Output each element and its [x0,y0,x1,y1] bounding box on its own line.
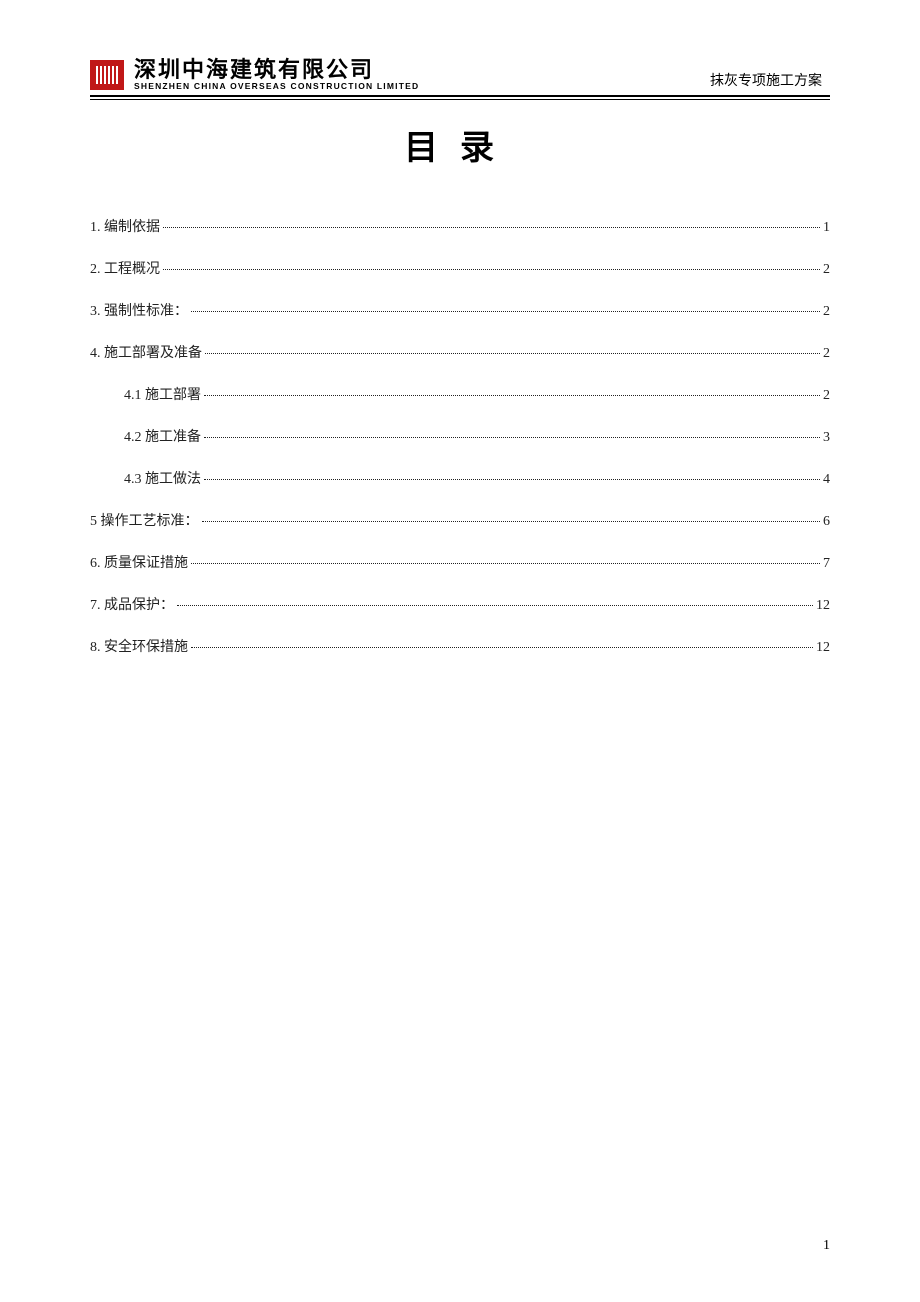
toc-item: 2. 工程概况 2 [90,259,830,280]
toc-page: 7 [823,553,830,574]
toc-page: 3 [823,427,830,448]
toc-item: 4.3 施工做法 4 [90,469,830,490]
company-name-en: SHENZHEN CHINA OVERSEAS CONSTRUCTION LIM… [134,82,419,91]
toc-leader [202,521,821,522]
page-title: 目录 [90,120,830,169]
document-subtitle: 抹灰专项施工方案 [710,70,830,92]
header-left: 深圳中海建筑有限公司 SHENZHEN CHINA OVERSEAS CONST… [90,58,419,92]
toc-item: 3. 强制性标准： 2 [90,301,830,322]
toc-page: 2 [823,385,830,406]
toc-leader [163,227,820,228]
toc-leader [204,479,820,480]
toc-label: 6. 质量保证措施 [90,553,188,574]
toc-label: 8. 安全环保措施 [90,637,188,658]
toc-page: 1 [823,217,830,238]
toc-item: 1. 编制依据 1 [90,217,830,238]
company-name-cn: 深圳中海建筑有限公司 [134,58,419,82]
document-header: 深圳中海建筑有限公司 SHENZHEN CHINA OVERSEAS CONST… [90,58,830,97]
toc-leader [204,395,820,396]
company-logo [90,60,124,90]
toc-page: 2 [823,343,830,364]
toc-label: 1. 编制依据 [90,217,160,238]
table-of-contents: 1. 编制依据 1 2. 工程概况 2 3. 强制性标准： 2 4. 施工部署及… [90,217,830,658]
toc-item: 7. 成品保护： 12 [90,595,830,616]
toc-label: 3. 强制性标准： [90,301,188,322]
toc-item: 8. 安全环保措施 12 [90,637,830,658]
toc-label: 4.3 施工做法 [124,469,201,490]
toc-label: 5 操作工艺标准： [90,511,199,532]
toc-item: 6. 质量保证措施 7 [90,553,830,574]
toc-label: 2. 工程概况 [90,259,160,280]
toc-label: 4.2 施工准备 [124,427,201,448]
toc-label: 7. 成品保护： [90,595,174,616]
page-number: 1 [823,1238,830,1254]
toc-item: 4.2 施工准备 3 [90,427,830,448]
toc-page: 4 [823,469,830,490]
toc-page: 12 [816,595,830,616]
toc-page: 2 [823,259,830,280]
toc-leader [191,563,820,564]
toc-leader [204,437,820,438]
toc-leader [191,647,813,648]
toc-item: 4.1 施工部署 2 [90,385,830,406]
toc-leader [177,605,813,606]
toc-page: 12 [816,637,830,658]
toc-leader [163,269,820,270]
company-name-block: 深圳中海建筑有限公司 SHENZHEN CHINA OVERSEAS CONST… [134,58,419,92]
toc-leader [205,353,820,354]
toc-item: 4. 施工部署及准备 2 [90,343,830,364]
toc-page: 6 [823,511,830,532]
toc-label: 4. 施工部署及准备 [90,343,202,364]
toc-page: 2 [823,301,830,322]
toc-item: 5 操作工艺标准： 6 [90,511,830,532]
toc-leader [191,311,820,312]
toc-label: 4.1 施工部署 [124,385,201,406]
